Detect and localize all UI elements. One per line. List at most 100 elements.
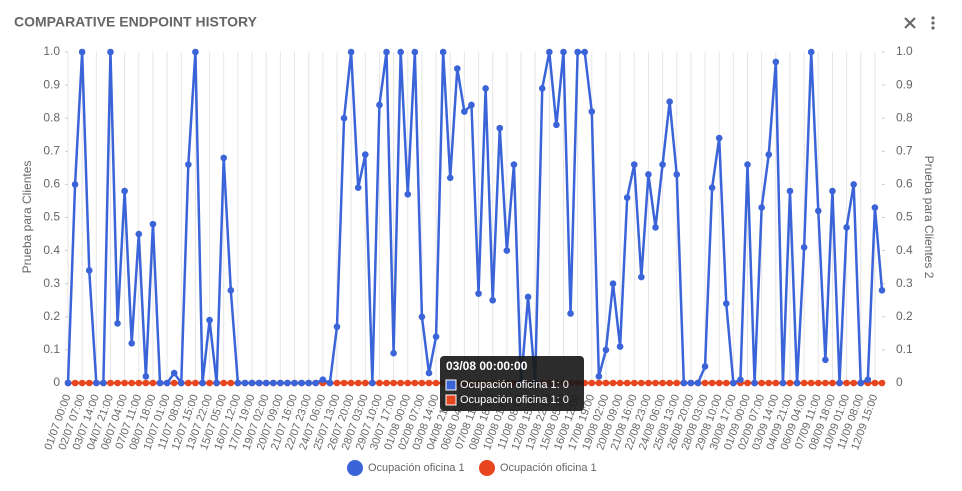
data-point: [687, 379, 695, 387]
data-point: [722, 379, 730, 387]
tooltip-item: Ocupación oficina 1: 0: [460, 379, 569, 391]
data-point: [107, 379, 114, 387]
data-point: [397, 379, 404, 387]
data-point: [567, 310, 574, 317]
data-point: [659, 379, 666, 387]
data-point: [574, 48, 581, 56]
data-point: [758, 379, 765, 387]
data-point: [807, 48, 815, 56]
tooltip-title: 03/08 00:00:00: [446, 359, 528, 373]
chart-title: COMPARATIVE ENDPOINT HISTORY: [14, 14, 258, 30]
data-point: [510, 161, 518, 168]
data-point: [638, 273, 645, 281]
data-point: [206, 316, 213, 324]
data-point: [829, 379, 836, 387]
data-point: [376, 379, 383, 387]
data-point: [128, 339, 136, 347]
data-point: [305, 379, 312, 387]
data-point: [779, 379, 787, 387]
data-point: [100, 379, 107, 387]
data-point: [192, 48, 199, 56]
data-point: [319, 376, 327, 383]
data-point: [170, 369, 178, 377]
data-point: [107, 48, 114, 56]
data-point: [156, 379, 164, 387]
data-point: [255, 379, 263, 387]
data-point: [630, 161, 638, 168]
expand-icon[interactable]: [904, 17, 916, 29]
data-point: [64, 379, 72, 387]
data-point: [786, 187, 794, 195]
data-point: [185, 161, 192, 168]
data-point: [715, 134, 723, 142]
data-point: [666, 98, 673, 105]
data-point: [814, 207, 822, 215]
y2-tick-label: 0.2: [896, 309, 913, 323]
data-point: [135, 379, 143, 387]
data-point: [121, 379, 128, 387]
data-point: [645, 379, 652, 387]
y2-tick-label: 0.3: [896, 276, 913, 290]
data-point: [871, 204, 879, 211]
data-point: [291, 379, 298, 387]
data-point: [786, 379, 794, 387]
data-point: [623, 194, 631, 201]
data-point: [602, 379, 610, 387]
data-point: [149, 379, 157, 387]
data-point: [390, 379, 397, 387]
data-point: [439, 48, 447, 56]
data-point: [425, 369, 433, 377]
data-point: [277, 379, 284, 387]
data-point: [800, 243, 808, 251]
data-point: [701, 379, 709, 387]
data-point: [730, 379, 737, 387]
data-point: [744, 161, 751, 168]
y-tick-label: 0: [53, 375, 60, 389]
data-point: [878, 379, 886, 387]
y2-tick-label: 0.5: [896, 210, 913, 224]
data-point: [772, 58, 780, 66]
data-point: [503, 247, 511, 254]
data-point: [418, 313, 426, 321]
data-point: [659, 161, 666, 168]
data-point: [354, 184, 362, 192]
data-point: [822, 356, 829, 364]
y-tick-label: 0.9: [43, 77, 60, 91]
data-point: [340, 114, 348, 122]
y2-tick-label: 0.4: [896, 243, 913, 257]
data-point: [616, 379, 624, 387]
data-point: [602, 346, 610, 354]
data-point: [751, 379, 758, 387]
data-point: [185, 379, 192, 387]
data-point: [765, 151, 773, 158]
legend-label: Ocupación oficina 1: [368, 462, 465, 474]
y-tick-label: 0.4: [43, 243, 60, 257]
y-tick-label: 0.2: [43, 309, 60, 323]
data-point: [234, 379, 242, 387]
data-point: [800, 379, 808, 387]
data-point: [128, 379, 136, 387]
y2-tick-label: 0.9: [896, 77, 913, 91]
data-point: [383, 48, 390, 56]
data-point: [142, 373, 150, 380]
data-point: [425, 379, 433, 387]
data-point: [588, 108, 596, 115]
data-point: [737, 376, 744, 383]
data-point: [871, 379, 879, 387]
data-point: [758, 204, 765, 211]
data-point: [383, 379, 390, 387]
data-point: [652, 379, 659, 387]
y2-tick-label: 0.7: [896, 143, 913, 157]
data-point: [630, 379, 638, 387]
data-point: [177, 379, 185, 387]
data-point: [680, 379, 688, 387]
data-point: [220, 379, 228, 387]
data-point: [376, 101, 383, 109]
data-point: [114, 379, 121, 387]
data-point: [595, 373, 603, 380]
menu-icon[interactable]: [931, 16, 935, 30]
data-point: [241, 379, 249, 387]
y-axis-label: Prueba para Clientes: [20, 161, 34, 274]
y-tick-label: 0.5: [43, 210, 60, 224]
data-point: [836, 379, 843, 387]
